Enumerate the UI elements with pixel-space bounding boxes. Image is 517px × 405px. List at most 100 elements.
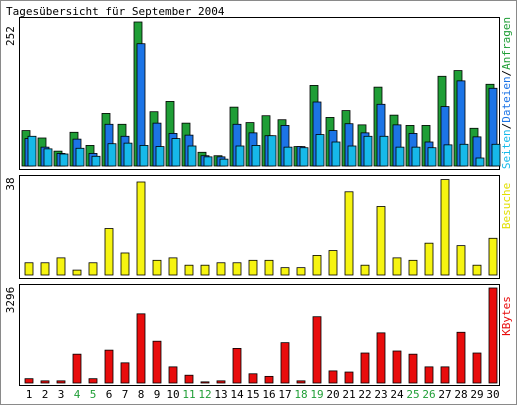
besuche-bar-day-19 [312,255,322,276]
day-label-18: 18 [294,388,307,401]
day-label-6: 6 [106,388,113,401]
besuche-bar-day-1 [24,262,34,276]
visits-max-label: 38 [4,177,17,190]
legend-seiten: Seiten [500,129,513,169]
besuche-bar-day-26 [424,242,434,276]
legend-anfragen: Anfragen [500,17,513,70]
kbytes-bar-day-2 [40,380,50,384]
besuche-bar-day-13 [216,262,226,276]
kbytes-bar-day-16 [264,375,274,384]
kbytes-legend: KBytes [500,296,513,336]
day-label-11: 11 [182,388,195,401]
day-label-5: 5 [90,388,97,401]
hits-legend: Seiten/Dateien/Anfragen [500,17,513,169]
kbytes-bar-day-27 [440,366,450,384]
day-label-2: 2 [42,388,49,401]
besuche-bar-day-14 [232,262,242,276]
anfragen-bar-day-28 [459,143,469,167]
anfragen-bar-day-30 [491,143,501,167]
besuche-bar-day-30 [488,237,498,276]
anfragen-bar-day-26 [427,147,437,167]
kbytes-bar-day-28 [456,331,466,384]
day-label-9: 9 [154,388,161,401]
anfragen-bar-day-14 [235,145,245,167]
besuche-bar-day-5 [88,262,98,276]
kbytes-bar-day-13 [216,380,226,384]
day-label-23: 23 [374,388,387,401]
day-label-22: 22 [358,388,371,401]
kbytes-max-label: 3296 [4,287,17,314]
besuche-bar-day-28 [456,245,466,276]
anfragen-bar-day-1 [27,135,37,167]
kbytes-bar-day-10 [168,366,178,384]
kbytes-bar-day-17 [280,342,290,384]
kbytes-bar-day-29 [472,352,482,384]
kbytes-bar-day-3 [56,380,66,384]
anfragen-bar-day-5 [91,155,101,167]
legend-sep-2: / [500,70,513,77]
besuche-bar-day-8 [136,181,146,276]
besuche-bar-day-10 [168,257,178,276]
legend-dateien: Dateien [500,76,513,122]
day-label-15: 15 [246,388,259,401]
besuche-bar-day-20 [328,250,338,276]
day-label-19: 19 [310,388,323,401]
anfragen-bar-day-16 [267,135,277,167]
besuche-bar-day-27 [440,179,450,276]
kbytes-bar-day-21 [344,371,354,384]
anfragen-bar-day-10 [171,138,181,167]
day-label-16: 16 [262,388,275,401]
besuche-bar-day-25 [408,259,418,276]
besuche-bar-day-3 [56,257,66,276]
anfragen-bar-day-7 [123,142,133,167]
day-label-10: 10 [166,388,179,401]
kbytes-bar-day-11 [184,374,194,384]
besuche-bar-day-12 [200,264,210,276]
day-label-26: 26 [422,388,435,401]
besuche-bar-day-22 [360,264,370,276]
anfragen-bar-day-25 [411,146,421,167]
visits-legend: Besuche [500,183,513,229]
anfragen-bar-day-3 [59,153,69,167]
anfragen-bar-day-15 [251,145,261,167]
day-label-8: 8 [138,388,145,401]
anfragen-bar-day-19 [315,134,325,167]
day-label-25: 25 [406,388,419,401]
besuche-bar-day-21 [344,191,354,276]
kbytes-bar-day-30 [488,287,498,384]
besuche-bar-day-17 [280,267,290,276]
kbytes-bar-day-14 [232,348,242,384]
kbytes-bars-group [24,287,498,384]
day-label-7: 7 [122,388,129,401]
kbytes-bar-day-26 [424,366,434,384]
day-labels-group: 1 2 3 4 5 6 7 8 9 10 11 12 13 14 15 16 17 18 19 20 21 22 23 24 2… [26,388,500,401]
anfragen-bar-day-12 [203,156,213,167]
besuche-bar-day-16 [264,259,274,276]
anfragen-bar-day-24 [395,146,405,167]
day-label-1: 1 [26,388,33,401]
anfragen-bar-day-17 [283,146,293,167]
day-label-30: 30 [486,388,499,401]
hits-panel-frame [19,17,500,170]
kbytes-panel-frame [19,284,500,386]
kbytes-bar-day-22 [360,352,370,384]
hits-max-label: 252 [4,26,17,46]
besuche-bar-day-29 [472,264,482,276]
kbytes-bar-day-25 [408,353,418,384]
day-label-29: 29 [470,388,483,401]
anfragen-bar-day-27 [443,144,453,167]
kbytes-bar-day-19 [312,316,322,384]
besuche-bar-day-4 [72,269,82,276]
anfragen-bar-day-21 [347,145,357,167]
anfragen-bar-day-4 [75,147,85,167]
anfragen-bar-day-9 [155,146,165,167]
kbytes-bar-day-12 [200,381,210,384]
visits-bars-group [24,179,498,276]
kbytes-bar-day-4 [72,353,82,384]
day-label-24: 24 [390,388,404,401]
anfragen-bar-day-23 [379,135,389,167]
hits-bars-group [21,21,501,167]
besuche-bar-day-9 [152,259,162,276]
besuche-bar-day-2 [40,262,50,276]
